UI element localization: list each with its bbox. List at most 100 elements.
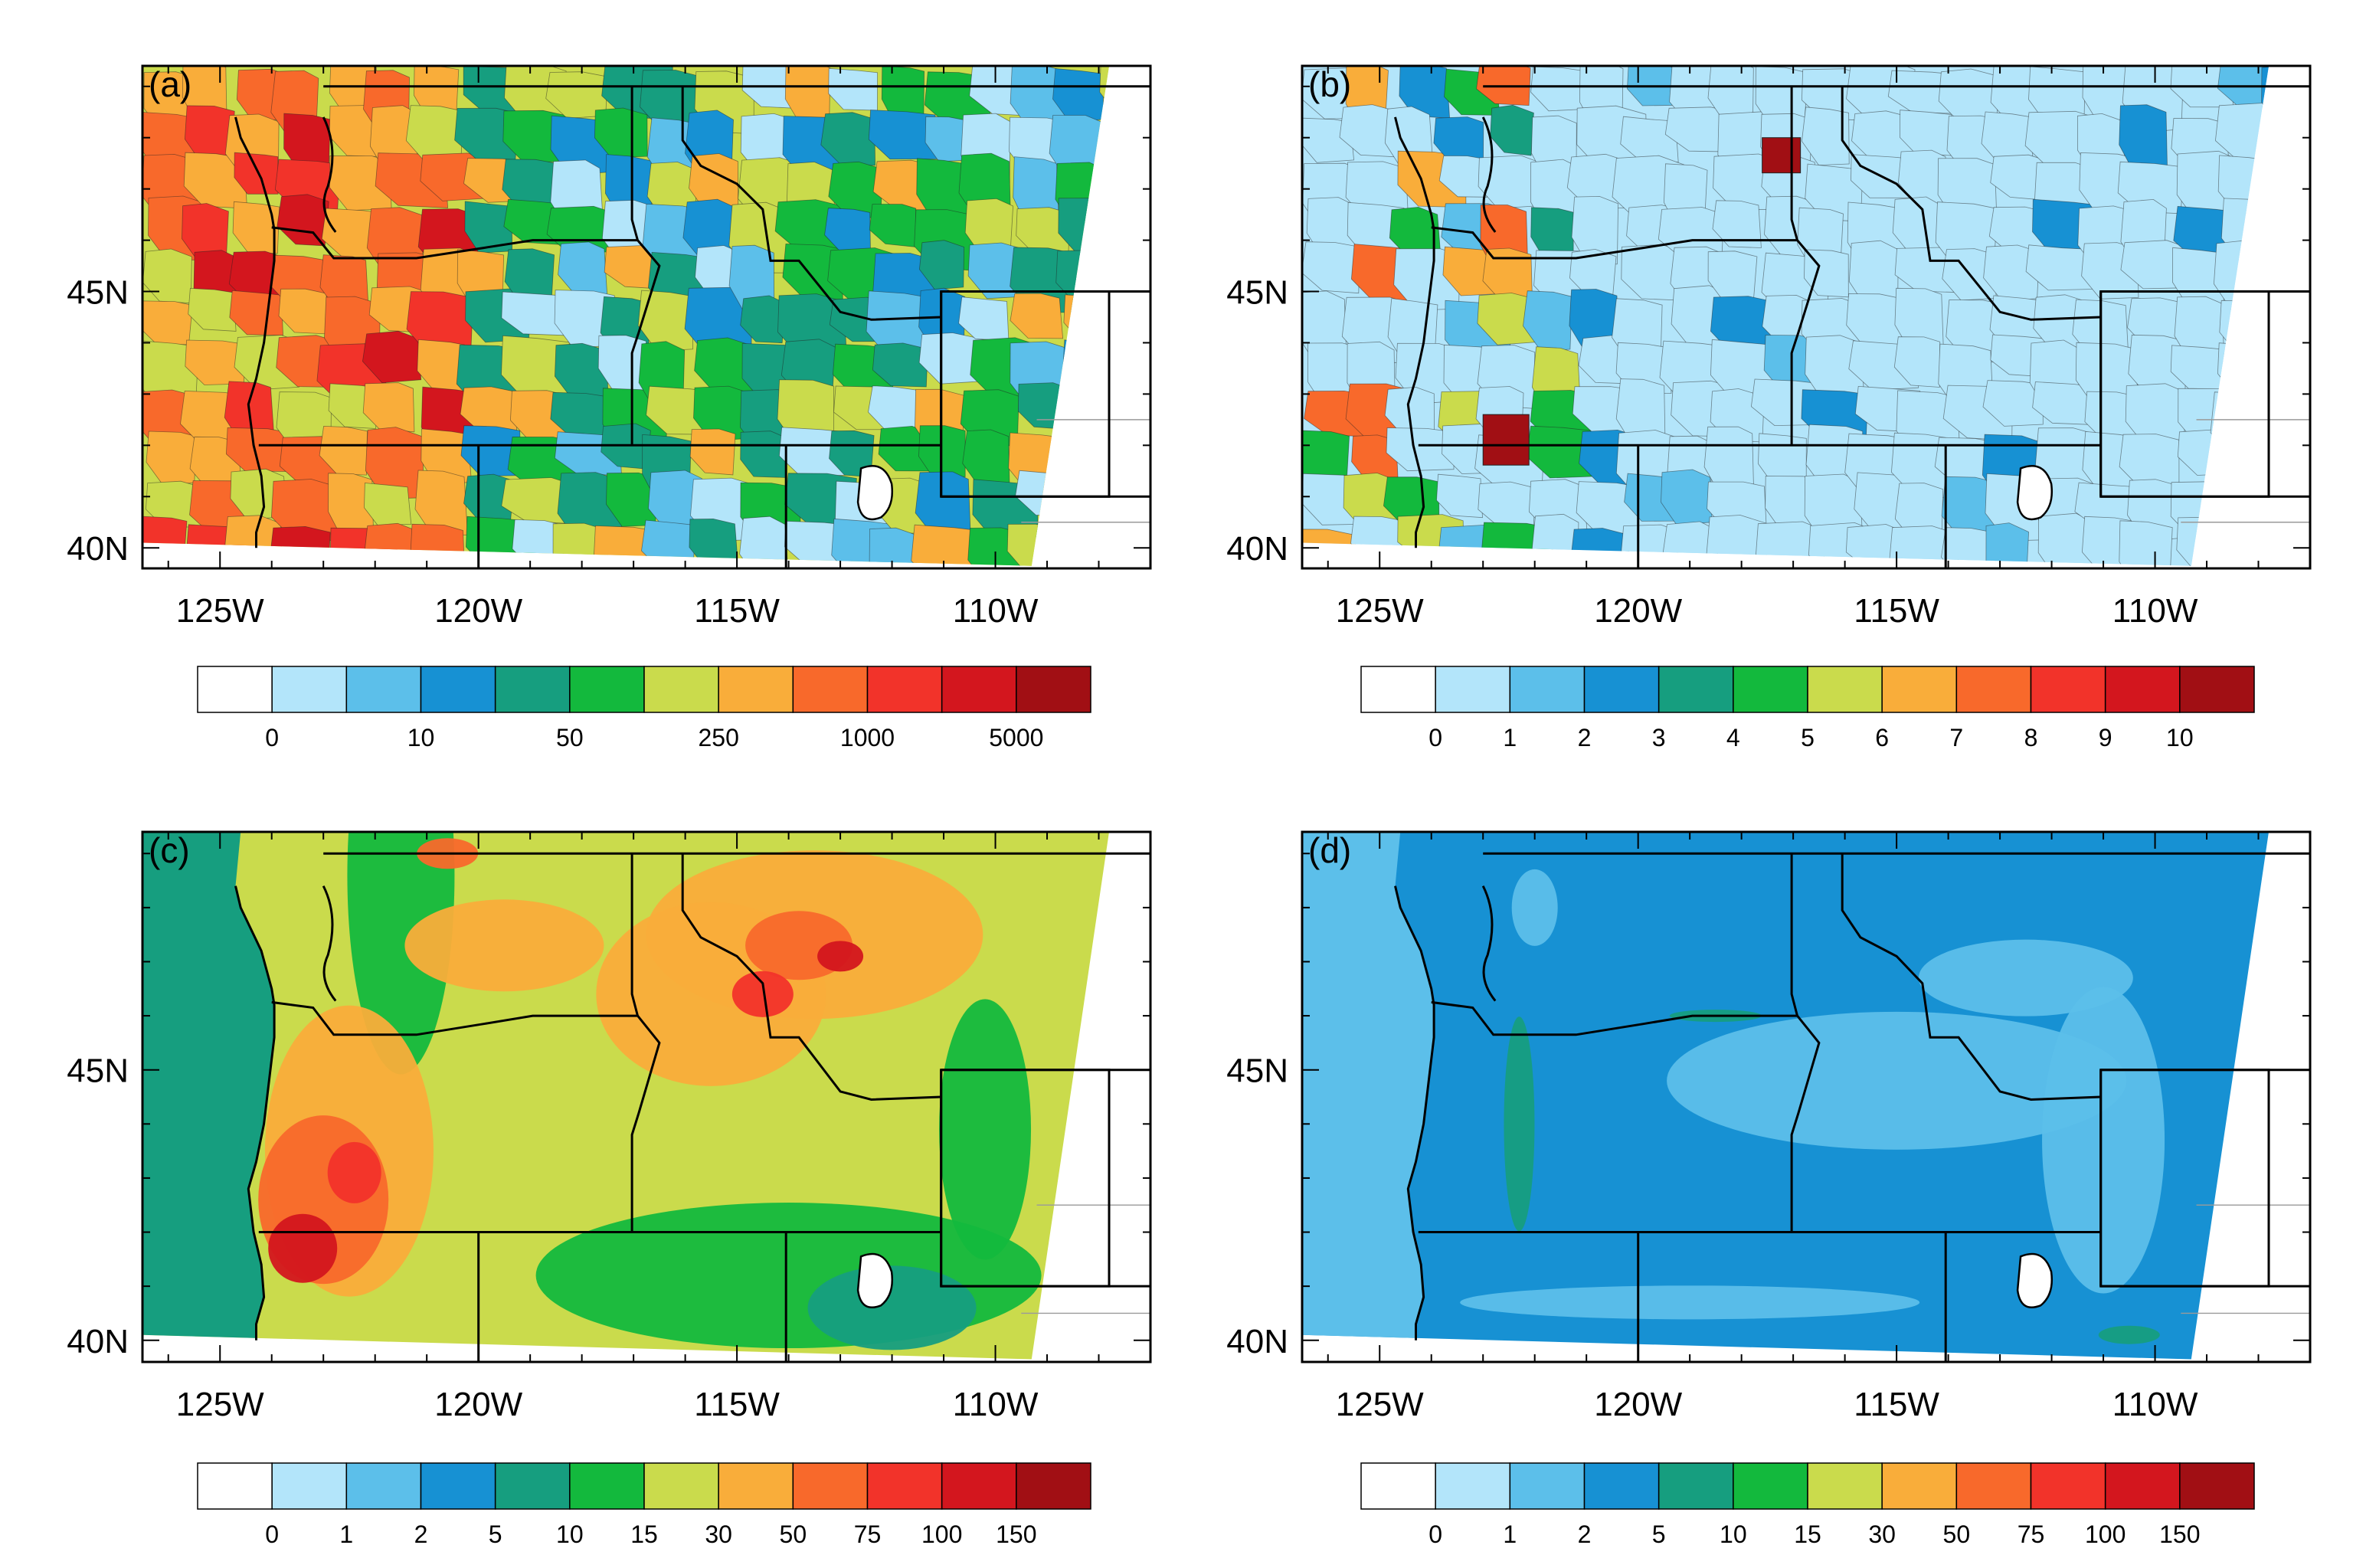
state-border bbox=[630, 853, 661, 1232]
lon-tick-label: 125W bbox=[1336, 592, 1424, 630]
colorbar-label: 8 bbox=[2024, 724, 2038, 751]
colorbar-swatch bbox=[2104, 1462, 2181, 1510]
colorbar-swatch bbox=[1881, 1462, 1958, 1510]
map-border bbox=[1301, 64, 2312, 570]
colorbar-label: 150 bbox=[996, 1521, 1036, 1548]
lat-tick-label: 45N bbox=[67, 1052, 129, 1090]
colorbar-label: 9 bbox=[2099, 724, 2112, 751]
colorbar-label: 5 bbox=[1652, 1521, 1666, 1548]
lon-tick-labels: 125W 120W 115W 110W bbox=[176, 592, 1039, 630]
coastline bbox=[1394, 116, 1435, 548]
lon-tick-label: 110W bbox=[953, 592, 1039, 630]
domain-fill bbox=[142, 832, 1109, 1360]
state-border bbox=[271, 226, 638, 260]
lon-tick-label: 125W bbox=[176, 592, 264, 630]
lon-tick-label: 115W bbox=[1854, 592, 1939, 630]
colorbar-swatch bbox=[2030, 1462, 2106, 1510]
lat-tick-label: 45N bbox=[67, 274, 129, 312]
lat-tick-label: 40N bbox=[67, 1323, 129, 1360]
colorbar-label: 15 bbox=[630, 1521, 658, 1548]
colorbar-label: 50 bbox=[780, 1521, 807, 1548]
colorbar-label: 10 bbox=[407, 724, 435, 751]
coastline bbox=[1394, 885, 1435, 1340]
colorbar-label: 1 bbox=[1503, 724, 1517, 751]
colorbar-swatch bbox=[420, 1462, 496, 1510]
colorbar-swatch bbox=[643, 666, 719, 713]
colorbar-swatch bbox=[1733, 1462, 1808, 1510]
colorbar-label: 50 bbox=[1943, 1521, 1971, 1548]
lat-tick-label: 45N bbox=[1226, 274, 1288, 312]
panel-c: (c) 125W 120W 115W 110W 45N 40N 0 1 2 5 10 15 30 50… bbox=[67, 830, 1152, 1548]
lat-tick-label: 40N bbox=[67, 530, 129, 568]
colorbar-swatch bbox=[1435, 1462, 1511, 1510]
lon-tick-label: 110W bbox=[953, 1386, 1039, 1423]
colorbar-swatch bbox=[2179, 1462, 2255, 1510]
state-border bbox=[630, 86, 661, 446]
coastline bbox=[234, 885, 276, 1340]
colorbar-swatch bbox=[1360, 666, 1436, 713]
state-border bbox=[681, 86, 941, 321]
state-border bbox=[1841, 853, 2101, 1102]
colorbar-swatch bbox=[420, 666, 496, 713]
map-content bbox=[1302, 832, 2269, 1360]
colorbar-swatch bbox=[2104, 666, 2181, 713]
colorbar-label: 2 bbox=[1578, 1521, 1592, 1548]
lat-tick-label: 40N bbox=[1226, 530, 1288, 568]
lon-tick-label: 110W bbox=[2112, 592, 2198, 630]
lon-tick-labels: 125W 120W 115W 110W bbox=[176, 1386, 1039, 1423]
colorbar-label: 75 bbox=[854, 1521, 882, 1548]
state-borders bbox=[234, 85, 1150, 568]
colorbar-swatch bbox=[718, 1462, 794, 1510]
colorbar-label: 10 bbox=[1720, 1521, 1747, 1548]
colorbar-swatch bbox=[345, 1462, 422, 1510]
colorbar-label: 1000 bbox=[840, 724, 895, 751]
colorbar-swatch bbox=[1955, 666, 2032, 713]
colorbar: 0 1 2 5 10 15 30 50 75 100 150 bbox=[1360, 1462, 2255, 1548]
colorbar-swatch bbox=[866, 1462, 943, 1510]
lon-tick-label: 120W bbox=[1594, 1386, 1682, 1423]
colorbar-swatch bbox=[1360, 1462, 1436, 1510]
lon-tick-label: 120W bbox=[1594, 592, 1682, 630]
axis-ticks bbox=[142, 832, 1151, 1362]
lon-tick-label: 120W bbox=[434, 592, 522, 630]
map-content bbox=[142, 66, 1109, 566]
map-content bbox=[142, 832, 1109, 1360]
colorbar-label: 100 bbox=[921, 1521, 962, 1548]
lat-tick-label: 45N bbox=[1226, 1052, 1288, 1090]
colorbar-label: 75 bbox=[2018, 1521, 2045, 1548]
lat-tick-labels: 45N 40N bbox=[67, 1052, 129, 1360]
colorbar-swatch bbox=[718, 666, 794, 713]
map-border bbox=[1301, 830, 2312, 1363]
colorbar-swatch bbox=[1435, 666, 1511, 713]
colorbar-swatch bbox=[1658, 1462, 1734, 1510]
colorbar-swatch bbox=[1807, 666, 1883, 713]
colorbar-label: 2 bbox=[414, 1521, 428, 1548]
colorbar-swatch bbox=[494, 1462, 571, 1510]
lon-tick-label: 120W bbox=[434, 1386, 522, 1423]
colorbar-swatch bbox=[1658, 666, 1734, 713]
panel-d: (d) 125W 120W 115W 110W 45N 40N 0 1 2 5 10 15 30 50… bbox=[1226, 830, 2312, 1548]
map-border bbox=[141, 64, 1152, 570]
colorbar-swatch bbox=[1807, 1462, 1883, 1510]
lon-tick-label: 115W bbox=[694, 592, 780, 630]
colorbar-swatch bbox=[1509, 666, 1586, 713]
colorbar-label: 0 bbox=[1428, 1521, 1442, 1548]
colorbar-swatch bbox=[2179, 666, 2255, 713]
state-border bbox=[1790, 853, 1821, 1232]
colorbar-swatch bbox=[1733, 666, 1808, 713]
colorbar-swatch bbox=[1509, 1462, 1586, 1510]
axis-ticks bbox=[1302, 66, 2311, 568]
colorbar-label: 10 bbox=[2166, 724, 2194, 751]
domain-fill bbox=[142, 66, 1109, 566]
colorbar-swatch bbox=[345, 666, 422, 713]
colorbar-swatch bbox=[197, 1462, 273, 1510]
colorbar-swatch bbox=[197, 666, 273, 713]
coastline bbox=[234, 116, 276, 548]
state-border bbox=[1841, 86, 2101, 321]
colorbar-swatch bbox=[1016, 1462, 1091, 1510]
colorbar: 0 10 50 250 1000 5000 bbox=[197, 666, 1091, 751]
colorbar-swatch bbox=[1583, 1462, 1660, 1510]
colorbar-label: 7 bbox=[1949, 724, 1963, 751]
lat-tick-label: 40N bbox=[1226, 1323, 1288, 1360]
map-content bbox=[1302, 66, 2269, 566]
